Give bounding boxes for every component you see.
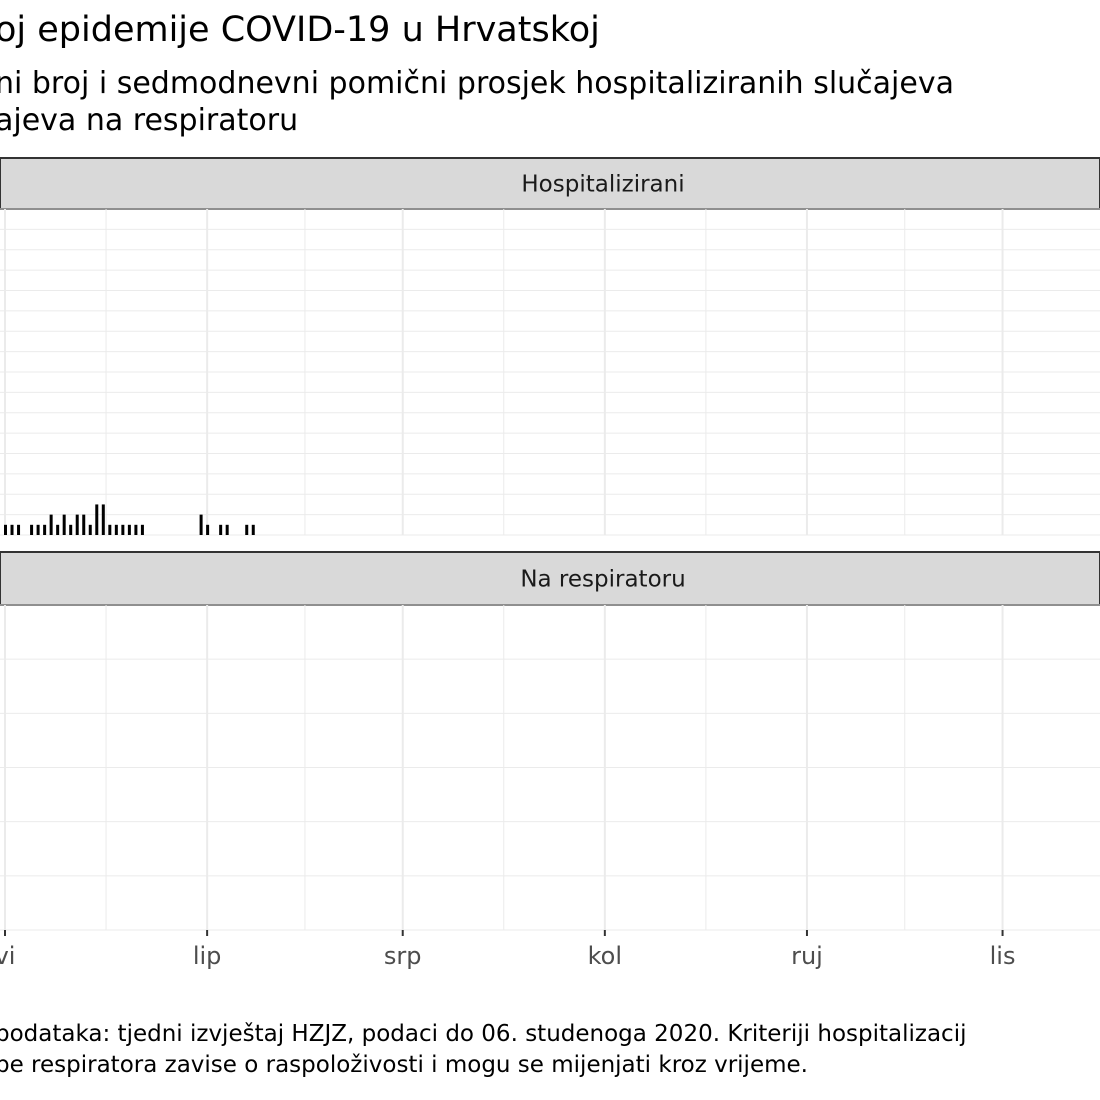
chart-caption-line-2: pe respiratora zavise o raspoloživosti i… (0, 1052, 808, 1078)
facet-strip-label: Na respiratoru (520, 567, 685, 593)
daily-bar (88, 524, 92, 535)
chart-subtitle-line-1: ni broj i sedmodnevni pomični prosjek ho… (0, 66, 954, 101)
daily-bar (245, 524, 249, 535)
panel-na-respiratoru: Na respiratoru (0, 551, 1100, 931)
daily-bar (17, 524, 21, 535)
daily-bar (140, 524, 144, 535)
daily-bar (114, 524, 118, 535)
x-tick-label: lis (990, 942, 1016, 970)
daily-bar (43, 524, 47, 535)
daily-bar (82, 514, 86, 535)
facet-strip (0, 157, 1100, 210)
chart-title: oj epidemije COVID-19 u Hrvatskoj (0, 10, 600, 50)
x-tick-label: vi (0, 942, 15, 970)
x-tick-label: ruj (791, 942, 823, 970)
daily-bar (4, 524, 7, 535)
daily-bar (121, 524, 125, 535)
daily-bar (10, 524, 14, 535)
daily-bar (219, 524, 223, 535)
daily-bar (108, 524, 112, 535)
daily-bar (134, 524, 138, 535)
daily-bar (199, 514, 203, 535)
daily-bar (75, 514, 79, 535)
chart-subtitle-line-2: ajeva na respiratoru (0, 103, 299, 138)
daily-bar (95, 504, 99, 535)
daily-bar (69, 524, 73, 535)
daily-bar (101, 504, 105, 535)
daily-bar (49, 514, 53, 535)
x-tick-label: lip (193, 942, 222, 970)
daily-bar (127, 524, 131, 535)
facet-strip (0, 551, 1100, 606)
daily-bar (30, 524, 34, 535)
daily-bar (225, 524, 229, 535)
panel-hospitalizirani: Hospitalizirani (0, 157, 1100, 536)
daily-bar (56, 524, 60, 535)
daily-bar (62, 514, 66, 535)
daily-bar (206, 524, 210, 535)
x-tick-label: srp (384, 942, 422, 970)
x-tick-label: kol (588, 942, 622, 970)
facet-strip-label: Hospitalizirani (521, 172, 684, 198)
daily-bar (251, 524, 255, 535)
chart-caption-line-1: podataka: tjedni izvještaj HZJZ, podaci … (0, 1021, 967, 1047)
daily-bar (36, 524, 40, 535)
